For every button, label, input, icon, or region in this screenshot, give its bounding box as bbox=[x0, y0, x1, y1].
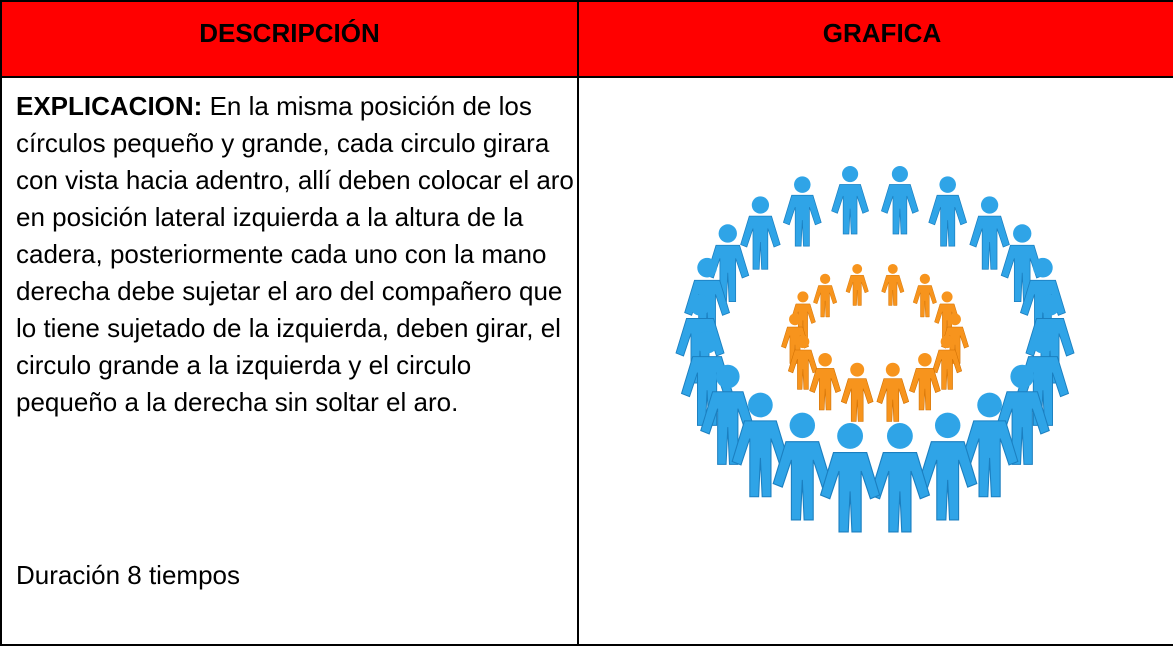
person-icon bbox=[831, 165, 869, 235]
person-icon bbox=[819, 423, 881, 533]
description: EXPLICACION: En la misma posición de los… bbox=[16, 88, 574, 421]
person-icon bbox=[740, 196, 781, 270]
person-icon bbox=[960, 392, 1019, 498]
header-cell: DESCRIPCIÓN bbox=[0, 0, 579, 78]
person-icon bbox=[969, 196, 1010, 270]
person-icon bbox=[876, 362, 910, 422]
illustration bbox=[675, 165, 1075, 533]
person-icon bbox=[787, 335, 818, 390]
header-cell: GRAFICA bbox=[577, 0, 1173, 78]
person-icon bbox=[782, 176, 822, 247]
person-icon bbox=[912, 273, 937, 318]
person-icon bbox=[840, 362, 874, 422]
header-text: GRAFICA bbox=[822, 18, 942, 48]
person-icon bbox=[928, 176, 968, 247]
person-icon bbox=[772, 412, 833, 521]
person-icon bbox=[809, 352, 841, 411]
person-icon bbox=[706, 224, 750, 303]
duration: Duración 8 tiempos bbox=[16, 560, 240, 590]
person-icon bbox=[845, 263, 869, 306]
person-icon bbox=[813, 273, 838, 318]
explanation: En la misma posición de los círculos peq… bbox=[16, 91, 574, 417]
person-icon bbox=[917, 412, 978, 521]
person-icon bbox=[909, 352, 941, 411]
person-icon bbox=[932, 335, 963, 390]
person-icon bbox=[881, 165, 919, 235]
header-text: DESCRIPCIÓN bbox=[199, 18, 380, 48]
person-icon bbox=[869, 423, 931, 533]
label: EXPLICACION: bbox=[16, 91, 203, 121]
person-icon bbox=[881, 263, 905, 306]
